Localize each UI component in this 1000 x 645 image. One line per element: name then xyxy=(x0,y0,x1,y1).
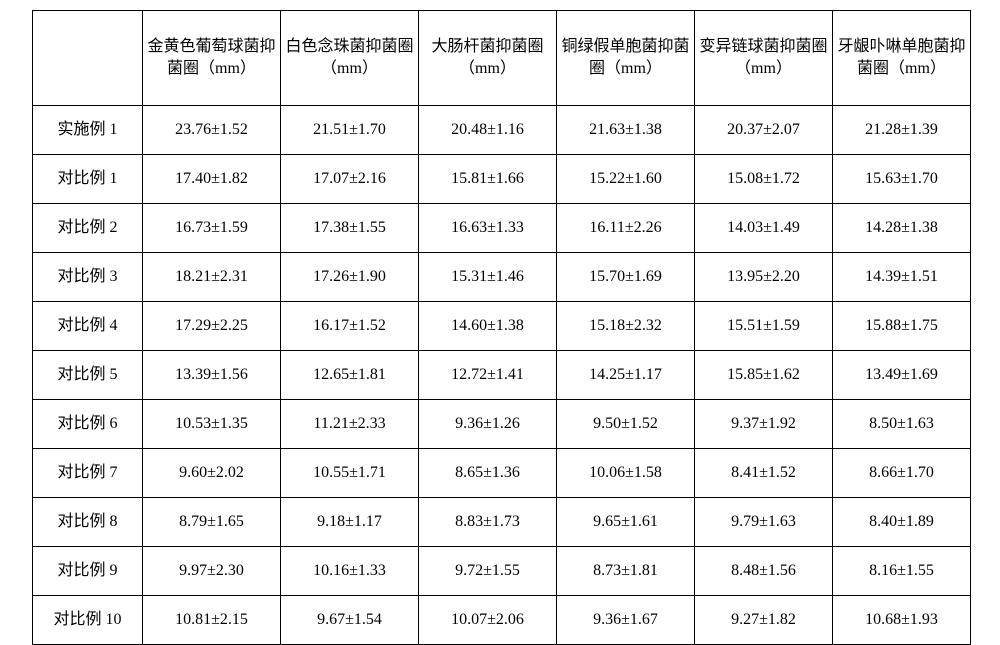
table-row: 对比例 10 10.81±2.15 9.67±1.54 10.07±2.06 9… xyxy=(33,596,971,645)
table-cell: 14.03±1.49 xyxy=(695,204,833,253)
table-cell: 13.39±1.56 xyxy=(143,351,281,400)
table-cell: 9.72±1.55 xyxy=(419,547,557,596)
row-label: 对比例 4 xyxy=(33,302,143,351)
table-cell: 9.27±1.82 xyxy=(695,596,833,645)
table-cell: 14.60±1.38 xyxy=(419,302,557,351)
table-cell: 18.21±2.31 xyxy=(143,253,281,302)
row-label: 对比例 9 xyxy=(33,547,143,596)
inhibition-zone-table: 金黄色葡萄球菌抑菌圈（mm） 白色念珠菌抑菌圈（mm） 大肠杆菌抑菌圈（mm） … xyxy=(32,10,971,645)
table-cell: 15.85±1.62 xyxy=(695,351,833,400)
table-cell: 20.48±1.16 xyxy=(419,106,557,155)
row-label: 对比例 2 xyxy=(33,204,143,253)
column-header: 铜绿假单胞菌抑菌圈（mm） xyxy=(557,11,695,106)
table-cell: 9.79±1.63 xyxy=(695,498,833,547)
table-cell: 9.18±1.17 xyxy=(281,498,419,547)
column-header: 变异链球菌抑菌圈（mm） xyxy=(695,11,833,106)
column-header: 金黄色葡萄球菌抑菌圈（mm） xyxy=(143,11,281,106)
table-cell: 15.88±1.75 xyxy=(833,302,971,351)
table-cell: 8.73±1.81 xyxy=(557,547,695,596)
table-cell: 9.36±1.67 xyxy=(557,596,695,645)
table-cell: 10.68±1.93 xyxy=(833,596,971,645)
table-cell: 17.38±1.55 xyxy=(281,204,419,253)
column-header: 牙龈卟啉单胞菌抑菌圈（mm） xyxy=(833,11,971,106)
table-cell: 9.37±1.92 xyxy=(695,400,833,449)
table-cell: 8.65±1.36 xyxy=(419,449,557,498)
row-label: 对比例 1 xyxy=(33,155,143,204)
table-row: 对比例 7 9.60±2.02 10.55±1.71 8.65±1.36 10.… xyxy=(33,449,971,498)
table-cell: 8.50±1.63 xyxy=(833,400,971,449)
table-cell: 17.40±1.82 xyxy=(143,155,281,204)
table-cell: 15.63±1.70 xyxy=(833,155,971,204)
table-cell: 14.39±1.51 xyxy=(833,253,971,302)
table-cell: 14.25±1.17 xyxy=(557,351,695,400)
table-row: 对比例 3 18.21±2.31 17.26±1.90 15.31±1.46 1… xyxy=(33,253,971,302)
row-label: 对比例 10 xyxy=(33,596,143,645)
table-cell: 17.29±2.25 xyxy=(143,302,281,351)
table-cell: 23.76±1.52 xyxy=(143,106,281,155)
row-label: 对比例 3 xyxy=(33,253,143,302)
table-cell: 8.16±1.55 xyxy=(833,547,971,596)
table-cell: 9.50±1.52 xyxy=(557,400,695,449)
table-cell: 15.70±1.69 xyxy=(557,253,695,302)
column-header: 白色念珠菌抑菌圈（mm） xyxy=(281,11,419,106)
table-cell: 15.51±1.59 xyxy=(695,302,833,351)
row-label: 对比例 5 xyxy=(33,351,143,400)
table-cell: 10.81±2.15 xyxy=(143,596,281,645)
table-row: 对比例 5 13.39±1.56 12.65±1.81 12.72±1.41 1… xyxy=(33,351,971,400)
table-cell: 10.55±1.71 xyxy=(281,449,419,498)
row-label: 实施例 1 xyxy=(33,106,143,155)
table-row: 对比例 6 10.53±1.35 11.21±2.33 9.36±1.26 9.… xyxy=(33,400,971,449)
table-cell: 9.65±1.61 xyxy=(557,498,695,547)
table-cell: 8.41±1.52 xyxy=(695,449,833,498)
table-cell: 15.18±2.32 xyxy=(557,302,695,351)
table-cell: 20.37±2.07 xyxy=(695,106,833,155)
table-cell: 15.22±1.60 xyxy=(557,155,695,204)
table-cell: 11.21±2.33 xyxy=(281,400,419,449)
table-cell: 14.28±1.38 xyxy=(833,204,971,253)
column-header: 大肠杆菌抑菌圈（mm） xyxy=(419,11,557,106)
table-row: 对比例 8 8.79±1.65 9.18±1.17 8.83±1.73 9.65… xyxy=(33,498,971,547)
table-cell: 13.49±1.69 xyxy=(833,351,971,400)
table-cell: 10.53±1.35 xyxy=(143,400,281,449)
table-cell: 10.07±2.06 xyxy=(419,596,557,645)
table-cell: 16.63±1.33 xyxy=(419,204,557,253)
table-cell: 8.48±1.56 xyxy=(695,547,833,596)
row-label: 对比例 8 xyxy=(33,498,143,547)
table-row: 对比例 1 17.40±1.82 17.07±2.16 15.81±1.66 1… xyxy=(33,155,971,204)
row-label: 对比例 7 xyxy=(33,449,143,498)
table-cell: 8.66±1.70 xyxy=(833,449,971,498)
table-cell: 8.83±1.73 xyxy=(419,498,557,547)
table-cell: 12.65±1.81 xyxy=(281,351,419,400)
table-cell: 9.97±2.30 xyxy=(143,547,281,596)
table-cell: 21.63±1.38 xyxy=(557,106,695,155)
table-row: 实施例 1 23.76±1.52 21.51±1.70 20.48±1.16 2… xyxy=(33,106,971,155)
table-cell: 15.81±1.66 xyxy=(419,155,557,204)
table-cell: 8.79±1.65 xyxy=(143,498,281,547)
header-blank xyxy=(33,11,143,106)
table-cell: 10.16±1.33 xyxy=(281,547,419,596)
table-cell: 16.73±1.59 xyxy=(143,204,281,253)
table-cell: 13.95±2.20 xyxy=(695,253,833,302)
table-cell: 17.26±1.90 xyxy=(281,253,419,302)
table-cell: 17.07±2.16 xyxy=(281,155,419,204)
table-cell: 15.31±1.46 xyxy=(419,253,557,302)
table-cell: 16.17±1.52 xyxy=(281,302,419,351)
table-cell: 8.40±1.89 xyxy=(833,498,971,547)
row-label: 对比例 6 xyxy=(33,400,143,449)
table-row: 对比例 9 9.97±2.30 10.16±1.33 9.72±1.55 8.7… xyxy=(33,547,971,596)
table-row: 对比例 4 17.29±2.25 16.17±1.52 14.60±1.38 1… xyxy=(33,302,971,351)
table-cell: 15.08±1.72 xyxy=(695,155,833,204)
table-cell: 16.11±2.26 xyxy=(557,204,695,253)
table-cell: 21.51±1.70 xyxy=(281,106,419,155)
table-body: 实施例 1 23.76±1.52 21.51±1.70 20.48±1.16 2… xyxy=(33,106,971,645)
table-row: 对比例 2 16.73±1.59 17.38±1.55 16.63±1.33 1… xyxy=(33,204,971,253)
table-cell: 9.67±1.54 xyxy=(281,596,419,645)
table-cell: 10.06±1.58 xyxy=(557,449,695,498)
table-header-row: 金黄色葡萄球菌抑菌圈（mm） 白色念珠菌抑菌圈（mm） 大肠杆菌抑菌圈（mm） … xyxy=(33,11,971,106)
table-cell: 9.36±1.26 xyxy=(419,400,557,449)
table-cell: 21.28±1.39 xyxy=(833,106,971,155)
table-cell: 12.72±1.41 xyxy=(419,351,557,400)
table-cell: 9.60±2.02 xyxy=(143,449,281,498)
